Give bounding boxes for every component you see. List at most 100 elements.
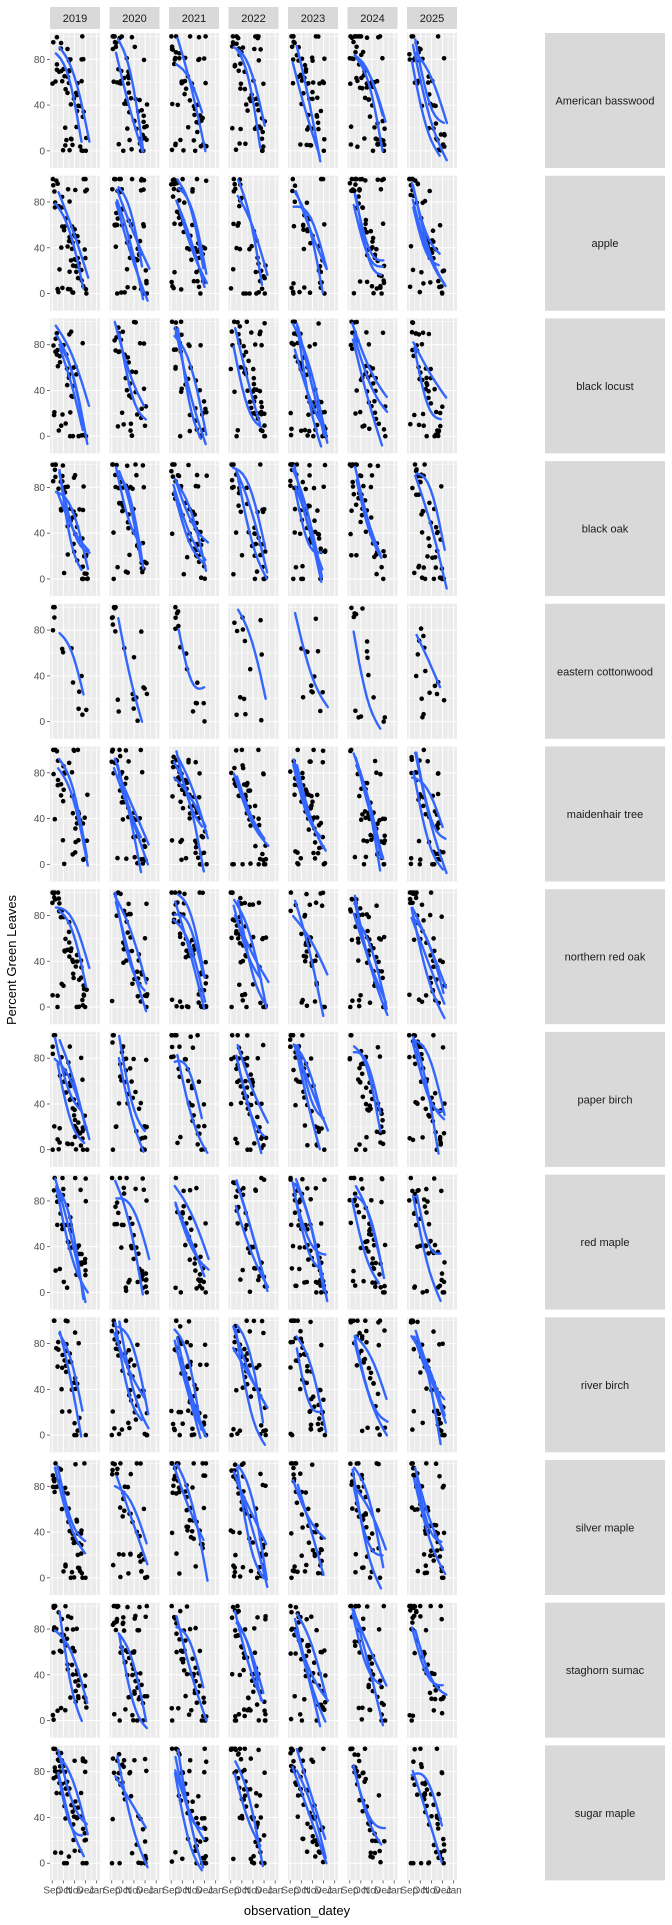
data-point [59, 1387, 64, 1392]
data-point [136, 994, 141, 999]
data-point [357, 1210, 362, 1215]
data-point [196, 484, 201, 489]
data-point [112, 34, 117, 39]
data-point [139, 1569, 144, 1574]
data-point [170, 462, 175, 467]
data-point [307, 1540, 312, 1545]
data-point [234, 713, 239, 718]
data-point [128, 1066, 133, 1071]
data-point [301, 223, 306, 228]
data-point [245, 1056, 250, 1061]
data-point [305, 1186, 310, 1191]
data-point [415, 1320, 420, 1325]
data-point [64, 1318, 69, 1323]
data-point [263, 291, 268, 296]
data-point [291, 290, 296, 295]
data-point [258, 618, 263, 623]
data-point [307, 463, 312, 468]
data-point [441, 1576, 446, 1581]
data-point [303, 428, 308, 433]
data-point [127, 138, 132, 143]
data-point [66, 187, 71, 192]
data-point [248, 788, 253, 793]
data-point [352, 492, 357, 497]
data-point [67, 1409, 72, 1414]
data-point [371, 291, 376, 296]
data-point [258, 462, 263, 467]
data-point [417, 839, 422, 844]
data-point [229, 936, 234, 941]
data-point [112, 1222, 117, 1227]
data-point [421, 281, 426, 286]
data-point [364, 1239, 369, 1244]
data-point [173, 1286, 178, 1291]
row-strip-label: eastern cottonwood [557, 666, 653, 678]
data-point [383, 1243, 388, 1248]
data-point [179, 79, 184, 84]
data-point [115, 856, 120, 861]
data-point [55, 68, 60, 73]
data-point [368, 114, 373, 119]
data-point [186, 342, 191, 347]
data-point [117, 1101, 122, 1106]
data-point [55, 1005, 60, 1010]
data-point [368, 1575, 373, 1580]
data-point [120, 411, 125, 416]
data-point [439, 132, 444, 137]
data-point [77, 689, 82, 694]
data-point [120, 34, 125, 39]
data-point [84, 1199, 89, 1204]
data-point [425, 554, 430, 559]
data-point [262, 423, 267, 428]
data-point [321, 1398, 326, 1403]
data-point [58, 1267, 63, 1272]
data-point [302, 1280, 307, 1285]
data-point [264, 857, 269, 862]
data-point [184, 86, 189, 91]
data-point [438, 958, 443, 963]
data-point [141, 463, 146, 468]
data-point [177, 1044, 182, 1049]
data-point [435, 823, 440, 828]
data-point [85, 793, 90, 798]
data-point [292, 1318, 297, 1323]
data-point [191, 1045, 196, 1050]
y-tick-label: 80 [34, 340, 46, 351]
data-point [52, 189, 57, 194]
data-point [195, 1142, 200, 1147]
y-tick-label: 80 [34, 1482, 46, 1493]
data-point [376, 1045, 381, 1050]
data-point [115, 291, 120, 296]
data-point [132, 286, 137, 291]
data-point [125, 267, 130, 272]
data-point [362, 1360, 367, 1365]
data-point [118, 754, 123, 759]
data-point [262, 276, 267, 281]
data-point [314, 1186, 319, 1191]
data-point [359, 53, 364, 58]
data-point [258, 1472, 263, 1477]
data-point [423, 199, 428, 204]
data-point [140, 1269, 145, 1274]
data-point [288, 479, 293, 484]
data-point [121, 817, 126, 822]
data-point [128, 485, 133, 490]
data-point [245, 1033, 250, 1038]
data-point [365, 929, 370, 934]
data-point [288, 1176, 293, 1181]
data-point [354, 612, 359, 617]
data-point [380, 178, 385, 183]
data-point [245, 320, 250, 325]
row-strip-label: silver maple [576, 1523, 635, 1535]
data-point [127, 90, 132, 95]
data-point [116, 709, 121, 714]
data-point [63, 87, 68, 92]
data-point [249, 244, 254, 249]
data-point [411, 1138, 416, 1143]
data-point [251, 902, 256, 907]
data-point [53, 468, 58, 473]
data-point [427, 189, 432, 194]
data-point [383, 838, 388, 843]
row-strip-label: American basswood [555, 96, 654, 108]
data-point [55, 993, 60, 998]
